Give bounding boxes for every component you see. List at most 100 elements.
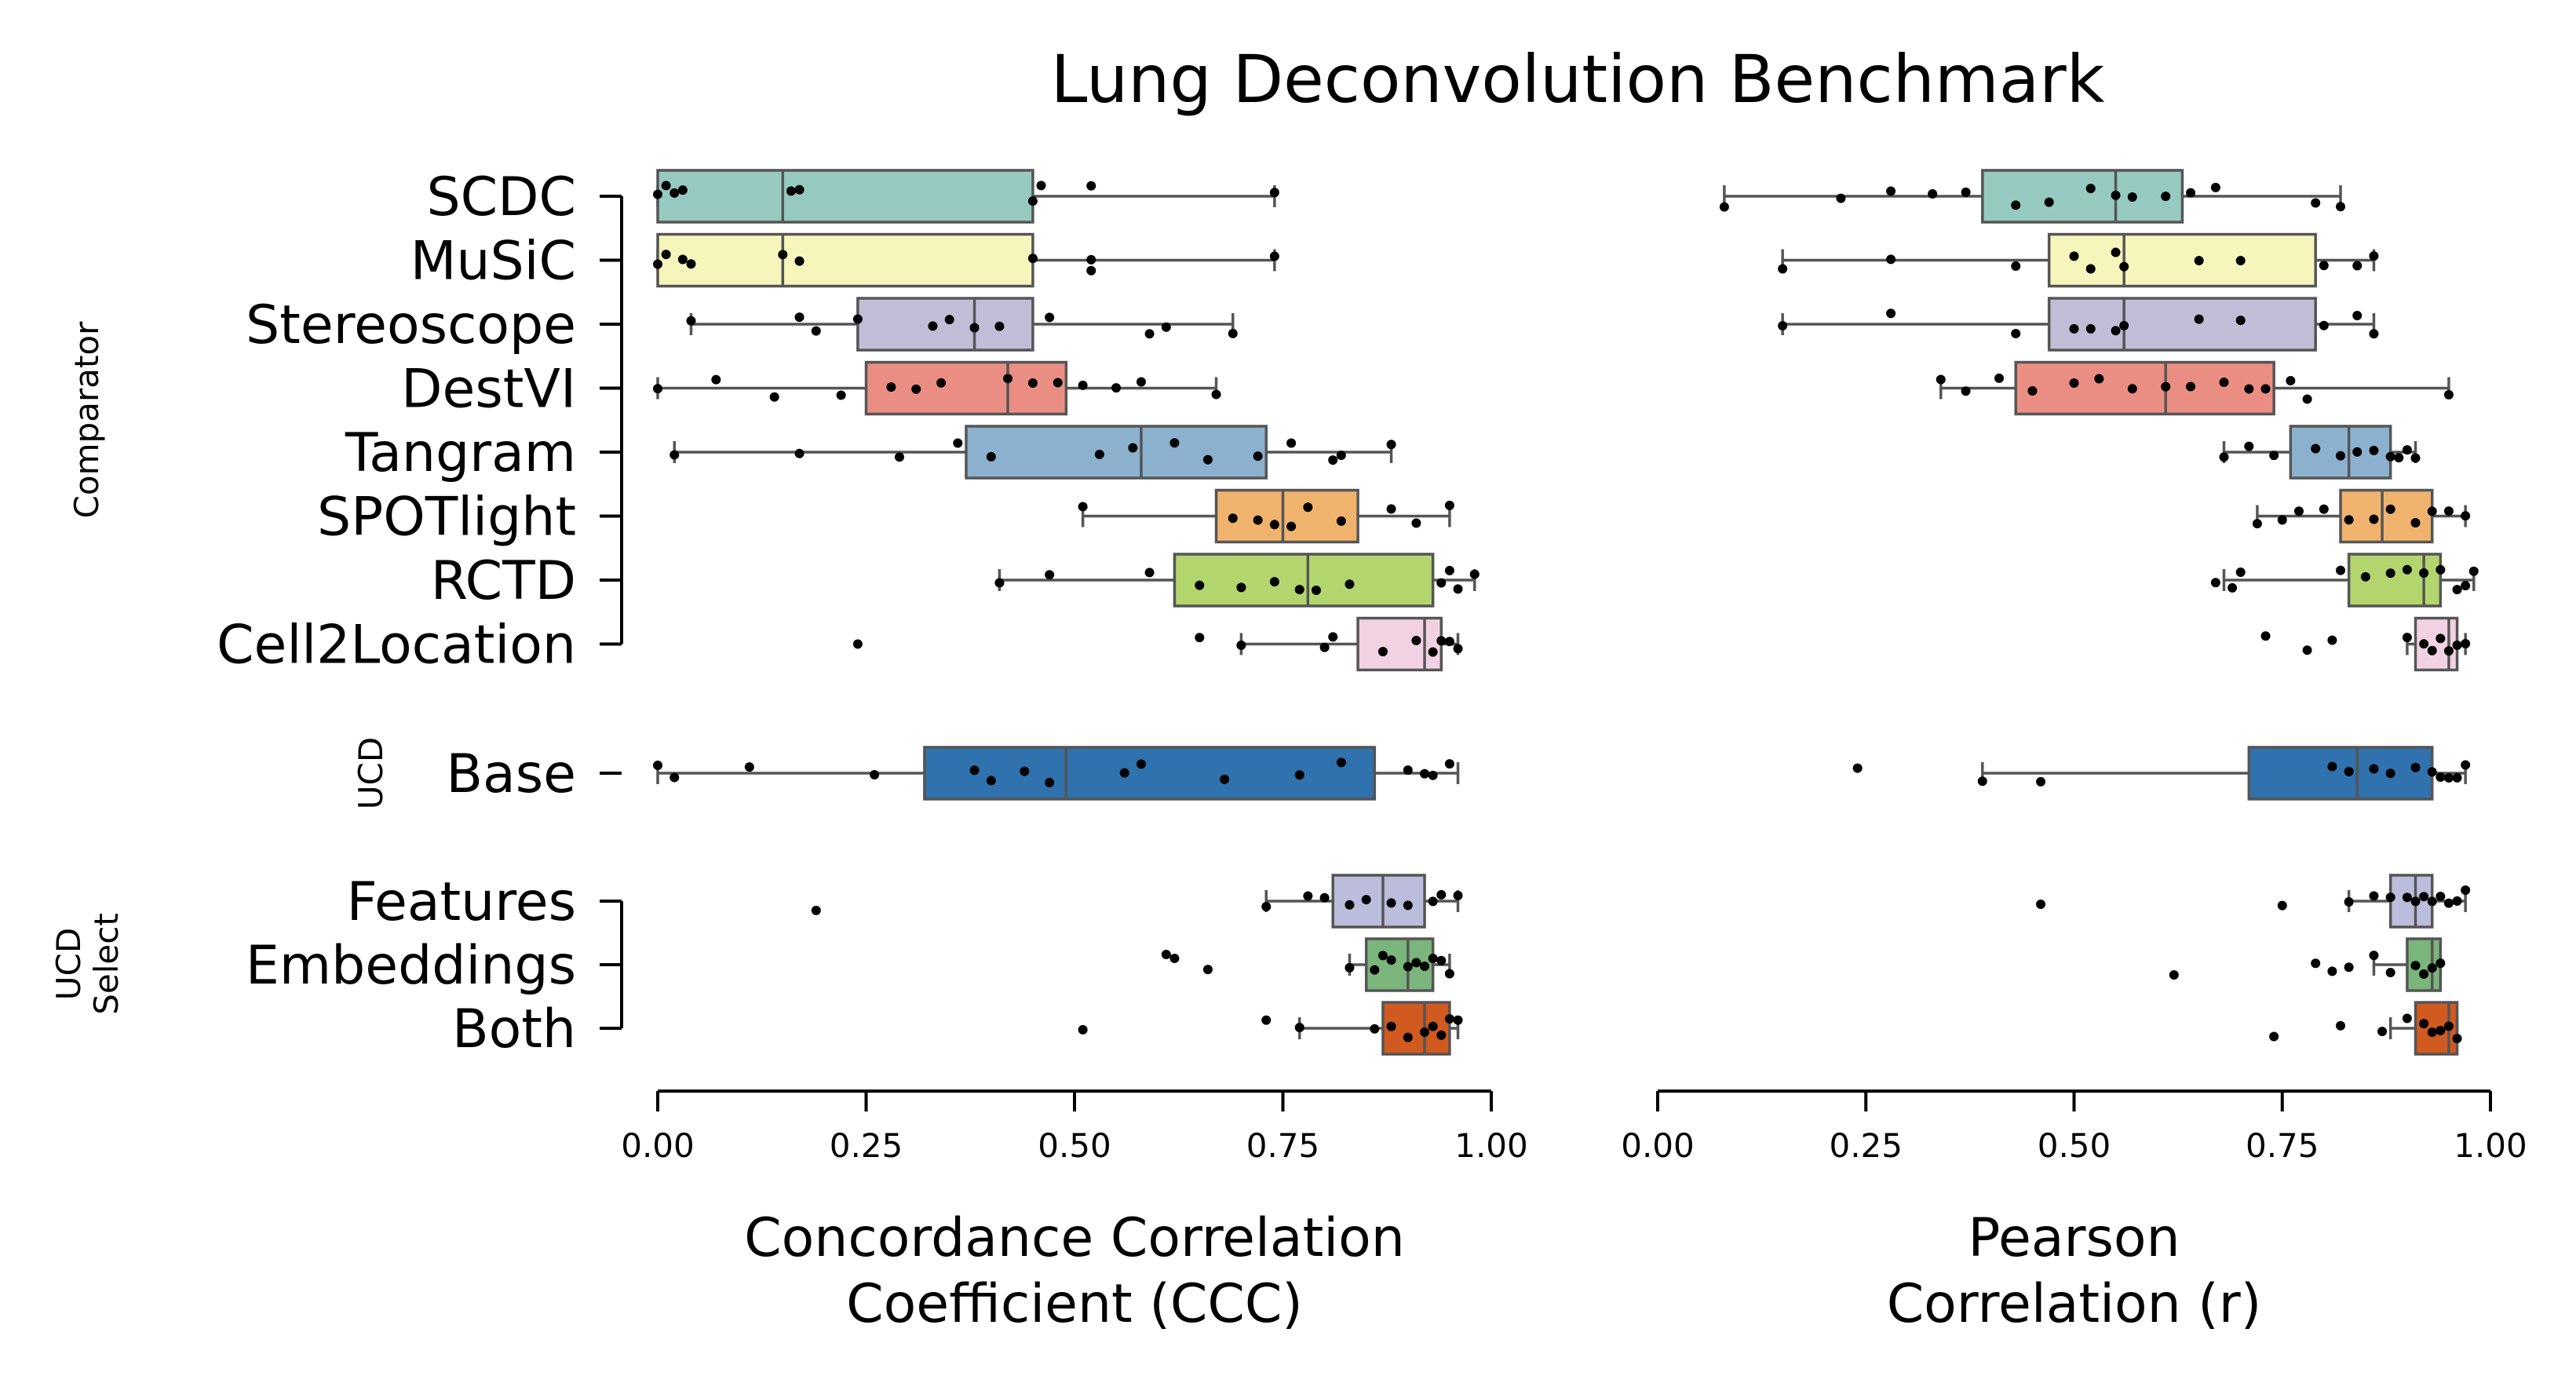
data-point: [1403, 1032, 1413, 1042]
chart-title: Lung Deconvolution Benchmark: [1051, 41, 2105, 118]
data-point: [670, 188, 680, 198]
data-point: [1444, 969, 1454, 979]
data-point: [1228, 328, 1238, 338]
data-point: [1886, 254, 1896, 265]
data-point: [2427, 896, 2437, 907]
box-iqr: [656, 169, 1034, 224]
category-label-cell2location: Cell2Location: [217, 615, 576, 677]
data-point: [2069, 251, 2079, 261]
data-point: [1345, 962, 1355, 973]
data-point: [1370, 1024, 1380, 1034]
data-point: [994, 578, 1005, 588]
data-point: [1428, 647, 1438, 657]
data-point: [653, 384, 662, 394]
data-point: [2244, 441, 2254, 451]
x-tick-label: 0.50: [2038, 1126, 2111, 1165]
data-point: [2336, 202, 2346, 212]
data-point: [1169, 438, 1180, 448]
data-point: [2461, 638, 2471, 648]
data-point: [1261, 1015, 1272, 1025]
data-point: [1386, 898, 1396, 908]
data-point: [2219, 378, 2229, 388]
box-stereoscope: [1778, 297, 2379, 352]
data-point: [2302, 394, 2312, 404]
category-axis: SCDCMuSiCStereoscopeDestVITangramSPOTlig…: [49, 166, 623, 1060]
group-label-word: Select: [87, 913, 126, 1015]
data-point: [2385, 568, 2395, 579]
data-point: [711, 374, 721, 385]
data-point: [1211, 389, 1221, 400]
data-point: [1269, 251, 1279, 261]
data-point: [1236, 582, 1246, 593]
data-point: [2385, 451, 2395, 462]
data-point: [2344, 897, 2354, 907]
data-point: [870, 770, 880, 780]
data-point: [1778, 264, 1788, 274]
box-tangram: [670, 425, 1396, 480]
data-point: [836, 390, 846, 400]
data-point: [2436, 958, 2446, 969]
panel-pearson: 0.00 0.25 0.50 0.75 1.00 Pearson Correlation (…: [1621, 169, 2527, 1335]
data-point: [1436, 1030, 1447, 1040]
data-point: [1420, 1027, 1430, 1037]
data-point: [2311, 443, 2321, 454]
x-axis-label: Pearson Correlation (r): [1887, 1207, 2262, 1335]
data-point: [2402, 564, 2412, 575]
data-point: [953, 438, 963, 448]
data-point: [2027, 385, 2038, 396]
x-tick-label: 0.00: [1621, 1126, 1695, 1165]
data-point: [1961, 187, 1971, 197]
data-point: [1886, 308, 1896, 319]
data-point: [670, 772, 680, 783]
data-point: [2085, 264, 2096, 274]
data-point: [1436, 578, 1447, 588]
data-point: [1719, 202, 1729, 212]
data-point: [1444, 500, 1454, 510]
data-point: [1294, 1022, 1304, 1032]
data-point: [2194, 255, 2204, 265]
data-point: [2344, 767, 2354, 777]
data-point: [2402, 1013, 2412, 1024]
data-point: [1444, 1013, 1454, 1024]
data-point: [2186, 381, 2196, 392]
data-point: [2085, 323, 2096, 334]
data-point: [2385, 967, 2395, 977]
data-point: [1411, 635, 1421, 645]
data-point: [2235, 316, 2246, 326]
data-point: [1778, 321, 1788, 331]
data-point: [2327, 635, 2337, 645]
data-point: [1361, 895, 1371, 905]
box-rctd: [994, 553, 1480, 608]
data-point: [1420, 962, 1430, 972]
data-point: [2402, 445, 2412, 455]
data-point: [653, 259, 662, 269]
data-point: [1336, 450, 1346, 460]
data-point: [778, 250, 788, 260]
data-point: [1836, 193, 1846, 203]
group-label-word: UCD: [49, 928, 88, 1000]
data-point: [2369, 251, 2379, 261]
box-stereoscope: [686, 297, 1238, 352]
data-point: [852, 314, 863, 324]
data-point: [794, 256, 805, 266]
data-point: [811, 326, 821, 336]
data-point: [2436, 1025, 2446, 1035]
data-point: [2344, 515, 2354, 525]
data-point: [2244, 384, 2254, 394]
data-point: [2352, 310, 2363, 320]
data-point: [2069, 323, 2079, 334]
data-point: [1286, 521, 1297, 531]
data-point: [1370, 965, 1380, 975]
data-point: [2169, 970, 2179, 980]
data-point: [1045, 312, 1055, 323]
data-point: [1311, 586, 1321, 596]
data-point: [2069, 378, 2079, 389]
data-point: [661, 250, 671, 260]
data-point: [1436, 636, 1447, 646]
data-point: [2277, 515, 2287, 525]
box-iqr: [2047, 297, 2317, 352]
data-point: [1078, 502, 1088, 512]
data-point: [2327, 966, 2337, 976]
data-point: [944, 315, 954, 325]
data-point: [2210, 578, 2220, 588]
